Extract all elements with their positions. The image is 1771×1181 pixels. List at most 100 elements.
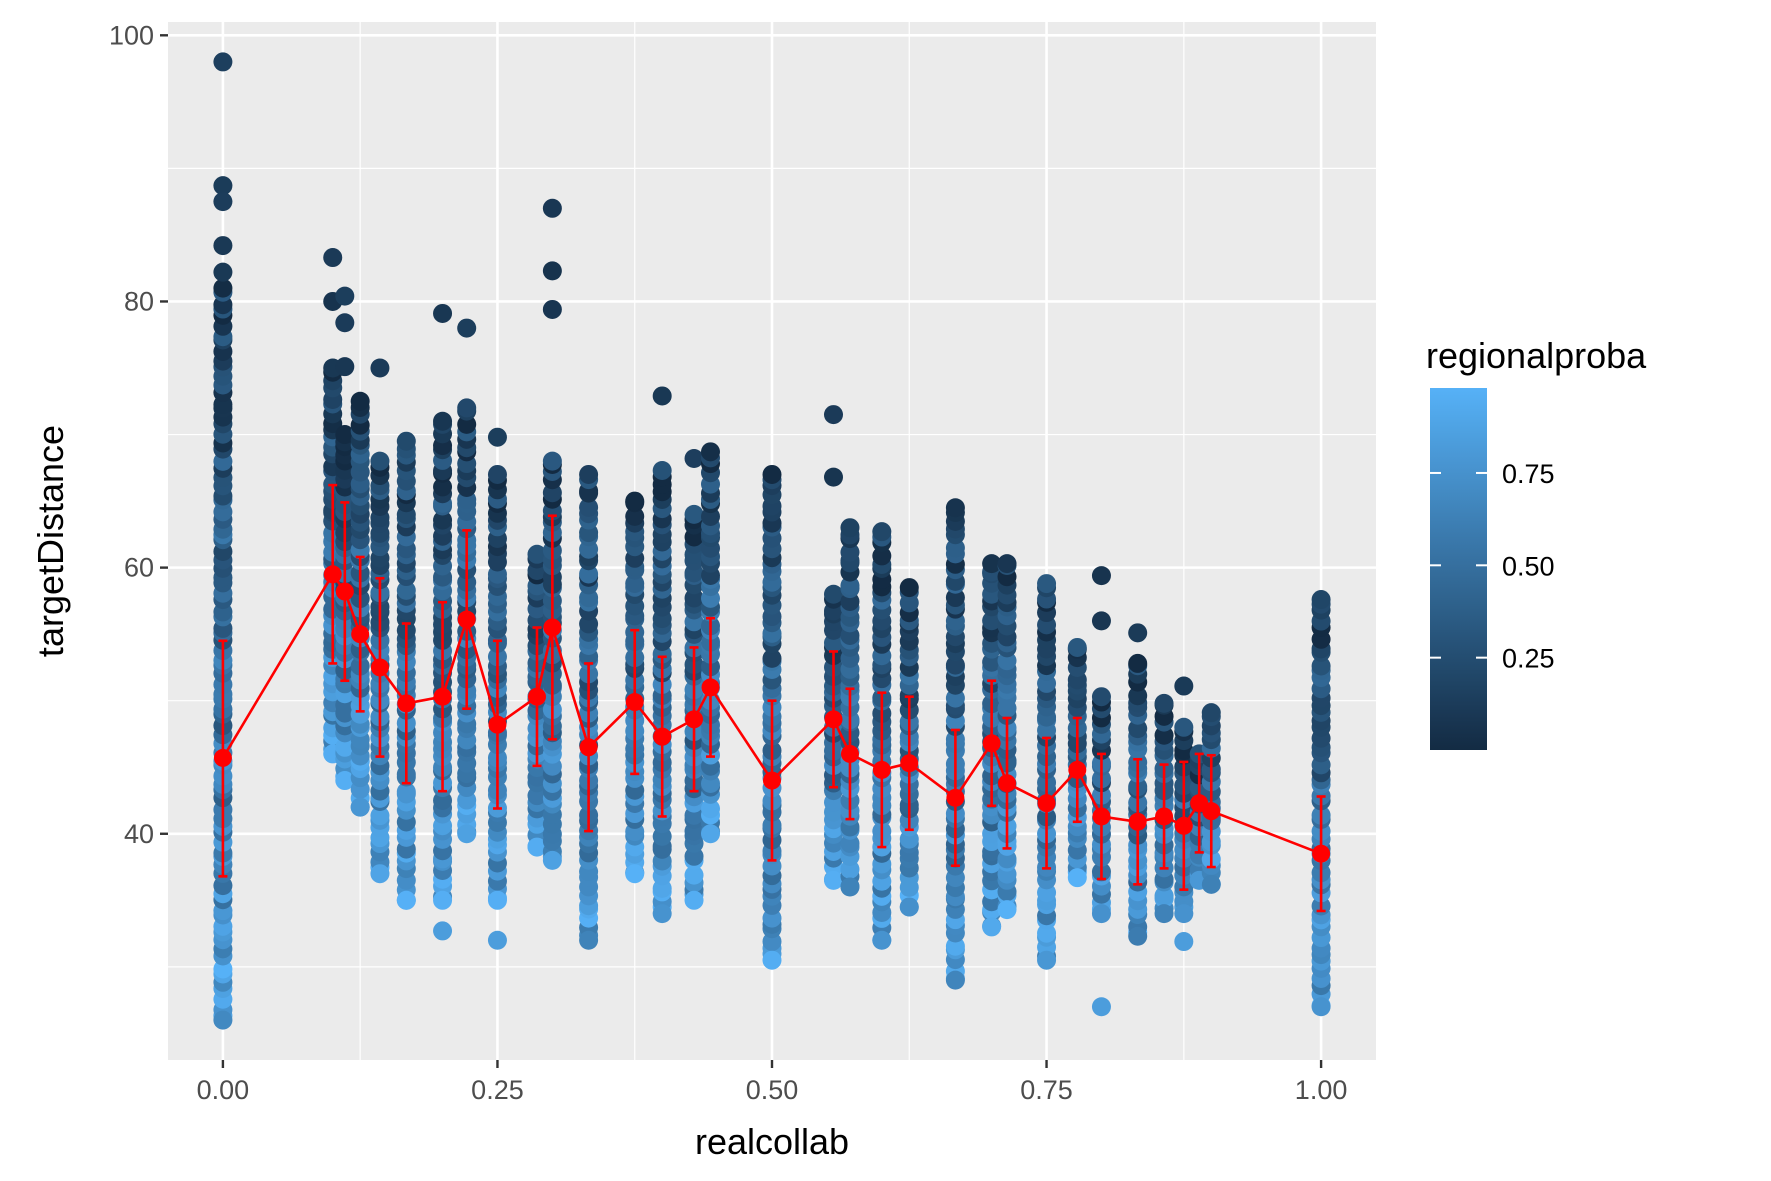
x-axis-title: realcollab <box>695 1121 849 1162</box>
mean-point <box>1092 807 1111 826</box>
scatter-point <box>840 576 860 596</box>
scatter-point <box>1037 923 1057 943</box>
scatter-point <box>1091 997 1111 1017</box>
scatter-point <box>840 518 860 538</box>
scatter-point <box>542 850 562 870</box>
scatter-point <box>542 483 562 503</box>
scatter-point <box>1201 703 1221 723</box>
scatter-point <box>457 824 477 844</box>
scatter-point <box>579 564 599 584</box>
scatter-point <box>1067 637 1087 657</box>
scatter-point <box>370 358 390 378</box>
scatter-point <box>701 799 721 819</box>
scatter-point <box>1037 574 1057 594</box>
scatter-point <box>840 833 860 853</box>
scatter-point <box>684 588 704 608</box>
y-axis-title: targetDistance <box>30 425 71 657</box>
scatter-point <box>487 464 507 484</box>
scatter-point <box>1128 926 1148 946</box>
mean-series <box>213 483 1331 913</box>
scatter-point <box>625 491 645 511</box>
scatter-point <box>945 498 965 518</box>
scatter-point <box>1091 904 1111 924</box>
legend-label: 0.50 <box>1502 551 1555 581</box>
scatter-point <box>945 588 965 608</box>
scatter-point <box>370 451 390 471</box>
scatter-point <box>1311 997 1331 1017</box>
scatter-point <box>335 737 355 757</box>
scatter-point <box>370 864 390 884</box>
scatter-point <box>457 318 477 338</box>
legend-title: regionalproba <box>1426 335 1647 376</box>
scatter-point <box>213 236 233 256</box>
scatter-point <box>433 477 453 497</box>
scatter-point <box>762 950 782 970</box>
scatter-point <box>982 554 1002 574</box>
mean-point <box>397 694 416 713</box>
scatter-point <box>945 970 965 990</box>
scatter-point <box>899 897 919 917</box>
scatter-point <box>335 425 355 445</box>
scatter-point <box>1037 950 1057 970</box>
mean-point <box>335 582 354 601</box>
scatter-point <box>762 648 782 668</box>
scatter-point <box>982 611 1002 631</box>
scatter-point <box>350 391 370 411</box>
scatter-point <box>213 1010 233 1030</box>
scatter-point <box>433 411 453 431</box>
scatter-point <box>527 544 547 564</box>
scatter-point <box>1128 686 1148 706</box>
scatter-point <box>457 398 477 418</box>
mean-point <box>653 727 672 746</box>
scatter-point <box>370 806 390 826</box>
y-tick-label: 40 <box>124 819 154 849</box>
scatter-point <box>823 467 843 487</box>
scatter-point <box>625 506 645 526</box>
color-legend: regionalproba 0.25 0.50 0.75 <box>1426 335 1647 750</box>
scatter-point <box>652 904 672 924</box>
mean-point <box>998 774 1017 793</box>
mean-point <box>1174 816 1193 835</box>
mean-point <box>701 678 720 697</box>
scatter-point <box>1174 932 1194 952</box>
y-tick-label: 60 <box>124 553 154 583</box>
mean-point <box>1068 760 1087 779</box>
mean-point <box>1312 844 1331 863</box>
scatter-point <box>542 299 562 319</box>
scatter-point <box>840 877 860 897</box>
scatter-point <box>945 538 965 558</box>
mean-point <box>946 788 965 807</box>
scatter-point <box>652 386 672 406</box>
scatter-point <box>396 782 416 802</box>
mean-point <box>213 748 232 767</box>
mean-point <box>1202 802 1221 821</box>
scatter-point <box>542 198 562 218</box>
scatter-point <box>982 917 1002 937</box>
mean-point <box>543 618 562 637</box>
scatter-point <box>213 959 233 979</box>
scatter-point <box>823 870 843 890</box>
scatter-point <box>1128 623 1148 643</box>
scatter-point <box>1091 611 1111 631</box>
scatter-point <box>1201 874 1221 894</box>
scatter-point <box>872 522 892 542</box>
y-axis: 40 60 80 100 <box>109 20 168 849</box>
x-axis: 0.00 0.25 0.50 0.75 1.00 <box>197 1060 1347 1105</box>
mean-point <box>1155 807 1174 826</box>
x-tick-label: 0.00 <box>197 1075 250 1105</box>
mean-point <box>488 715 507 734</box>
scatter-point <box>579 930 599 950</box>
mean-point <box>351 625 370 644</box>
scatter-point <box>1174 904 1194 924</box>
scatter-point <box>457 414 477 434</box>
scatter-point <box>872 546 892 566</box>
scatter-point <box>1154 693 1174 713</box>
scatter-point <box>579 464 599 484</box>
legend-label: 0.75 <box>1502 459 1555 489</box>
scatter-point <box>1174 676 1194 696</box>
scatter-point <box>945 655 965 675</box>
legend-label: 0.25 <box>1502 644 1555 674</box>
scatter-point <box>335 357 355 377</box>
mean-point <box>1037 794 1056 813</box>
